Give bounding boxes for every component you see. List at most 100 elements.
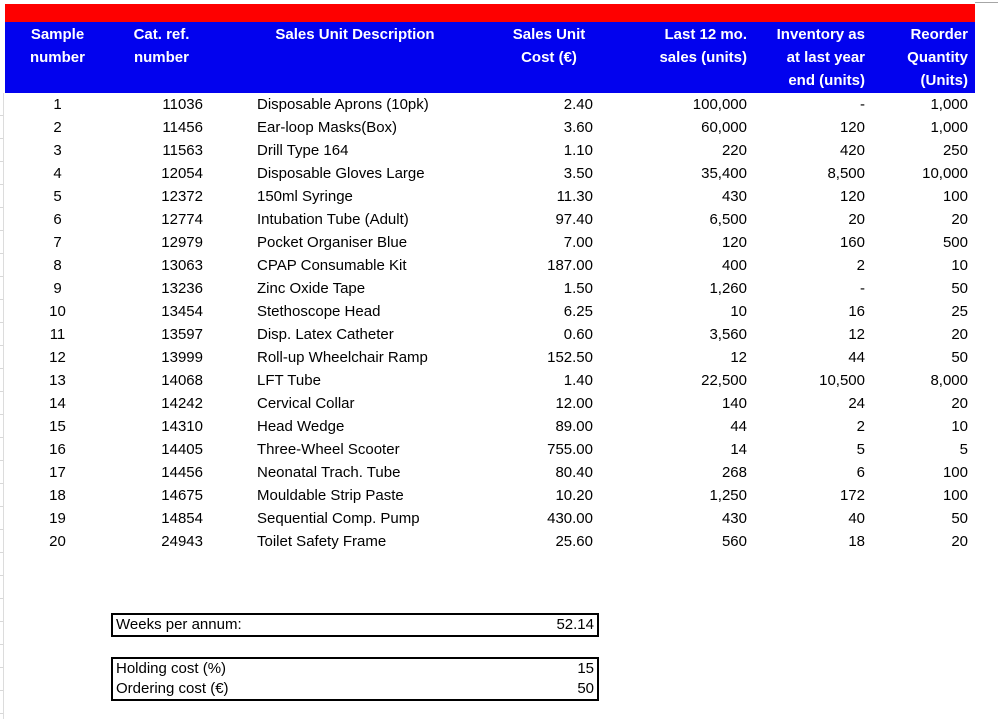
table-cell[interactable]: 5: [53, 188, 62, 205]
table-cell[interactable]: 5: [959, 441, 968, 458]
table-cell[interactable]: 2: [53, 119, 62, 136]
table-cell[interactable]: 20: [951, 326, 968, 343]
table-cell[interactable]: 187.00: [547, 257, 593, 274]
table-cell[interactable]: 12774: [161, 211, 203, 228]
table-cell[interactable]: Intubation Tube (Adult): [257, 211, 409, 228]
table-cell[interactable]: 2: [856, 418, 865, 435]
table-cell[interactable]: 560: [721, 533, 747, 550]
table-cell[interactable]: Disposable Gloves Large: [257, 165, 425, 182]
table-cell[interactable]: 100: [942, 188, 968, 205]
table-cell[interactable]: 11563: [162, 142, 203, 159]
table-cell[interactable]: 13597: [161, 326, 203, 343]
table-cell[interactable]: 12: [848, 326, 865, 343]
table-cell[interactable]: 7.00: [563, 234, 593, 251]
table-cell[interactable]: 11456: [162, 119, 203, 136]
table-cell[interactable]: Neonatal Trach. Tube: [257, 464, 401, 481]
table-cell[interactable]: 10: [49, 303, 66, 320]
table-cell[interactable]: 35,400: [701, 165, 747, 182]
table-cell[interactable]: 15: [49, 418, 66, 435]
table-cell[interactable]: 3,560: [709, 326, 747, 343]
table-cell[interactable]: 160: [839, 234, 865, 251]
table-cell[interactable]: 7: [53, 234, 62, 251]
table-cell[interactable]: 13: [49, 372, 66, 389]
table-cell[interactable]: 120: [839, 119, 865, 136]
table-cell[interactable]: 18: [848, 533, 865, 550]
header-description[interactable]: Sales Unit Description: [275, 26, 435, 43]
table-cell[interactable]: 97.40: [555, 211, 593, 228]
table-cell[interactable]: 16: [848, 303, 865, 320]
table-cell[interactable]: Stethoscope Head: [257, 303, 381, 320]
table-cell[interactable]: 3.60: [563, 119, 593, 136]
table-cell[interactable]: 20: [49, 533, 66, 550]
table-cell[interactable]: 1,260: [709, 280, 747, 297]
table-cell[interactable]: 100: [942, 487, 968, 504]
table-cell[interactable]: Mouldable Strip Paste: [257, 487, 404, 504]
table-cell[interactable]: 13454: [161, 303, 203, 320]
table-cell[interactable]: 120: [839, 188, 865, 205]
header-inventory[interactable]: Inventory as at last year end (units): [776, 26, 865, 89]
table-cell[interactable]: 60,000: [701, 119, 747, 136]
table-cell[interactable]: 6: [53, 211, 62, 228]
table-cell[interactable]: 2: [856, 257, 865, 274]
table-cell[interactable]: Disp. Latex Catheter: [257, 326, 394, 343]
header-last-12mo-sales[interactable]: Last 12 mo. sales (units): [659, 26, 747, 66]
weeks-per-annum-label[interactable]: Weeks per annum:: [116, 616, 242, 633]
table-cell[interactable]: LFT Tube: [257, 372, 321, 389]
table-cell[interactable]: 50: [951, 280, 968, 297]
table-cell[interactable]: 10: [951, 418, 968, 435]
table-cell[interactable]: 8: [53, 257, 62, 274]
table-cell[interactable]: -: [860, 96, 865, 113]
table-cell[interactable]: 11.30: [556, 188, 593, 205]
header-cat-ref-number[interactable]: Cat. ref. number: [133, 26, 190, 66]
table-cell[interactable]: 250: [942, 142, 968, 159]
table-cell[interactable]: 1: [53, 96, 62, 113]
table-cell[interactable]: 150ml Syringe: [257, 188, 353, 205]
table-cell[interactable]: 12054: [161, 165, 203, 182]
table-cell[interactable]: 44: [730, 418, 747, 435]
table-cell[interactable]: 3: [53, 142, 62, 159]
table-cell[interactable]: 1.10: [563, 142, 593, 159]
table-cell[interactable]: 13999: [161, 349, 203, 366]
table-cell[interactable]: 14456: [161, 464, 203, 481]
table-cell[interactable]: 22,500: [701, 372, 747, 389]
table-cell[interactable]: 12372: [161, 188, 203, 205]
ordering-cost-label[interactable]: Ordering cost (€): [116, 680, 229, 697]
table-cell[interactable]: Zinc Oxide Tape: [257, 280, 366, 297]
holding-cost-value[interactable]: 15: [577, 660, 594, 677]
table-cell[interactable]: 16: [49, 441, 66, 458]
table-cell[interactable]: Head Wedge: [257, 418, 345, 435]
table-cell[interactable]: Toilet Safety Frame: [257, 533, 387, 550]
table-cell[interactable]: Sequential Comp. Pump: [257, 510, 420, 527]
table-cell[interactable]: 12979: [161, 234, 203, 251]
table-cell[interactable]: 10: [730, 303, 747, 320]
table-cell[interactable]: 25.60: [555, 533, 593, 550]
table-cell[interactable]: 430: [721, 510, 747, 527]
holding-cost-label[interactable]: Holding cost (%): [116, 660, 227, 677]
table-cell[interactable]: 14854: [161, 510, 203, 527]
header-reorder-quantity[interactable]: Reorder Quantity (Units): [907, 26, 968, 89]
table-cell[interactable]: CPAP Consumable Kit: [257, 257, 407, 274]
table-cell[interactable]: 12.00: [555, 395, 593, 412]
table-cell[interactable]: 120: [721, 234, 747, 251]
table-cell[interactable]: 6,500: [709, 211, 747, 228]
table-cell[interactable]: Ear-loop Masks(Box): [257, 119, 398, 136]
table-cell[interactable]: 8,000: [930, 372, 968, 389]
table-cell[interactable]: 24: [848, 395, 865, 412]
table-cell[interactable]: 12: [730, 349, 747, 366]
table-cell[interactable]: 14068: [161, 372, 203, 389]
table-cell[interactable]: 1.50: [563, 280, 593, 297]
table-cell[interactable]: 5: [856, 441, 865, 458]
table-cell[interactable]: 44: [848, 349, 865, 366]
table-cell[interactable]: 8,500: [827, 165, 865, 182]
table-cell[interactable]: 220: [721, 142, 747, 159]
table-cell[interactable]: Three-Wheel Scooter: [257, 441, 400, 458]
table-cell[interactable]: 100,000: [692, 96, 747, 113]
table-cell[interactable]: 24943: [161, 533, 203, 550]
table-cell[interactable]: 1,000: [930, 119, 968, 136]
table-cell[interactable]: 0.60: [563, 326, 593, 343]
table-cell[interactable]: 500: [942, 234, 968, 251]
table-cell[interactable]: 80.40: [555, 464, 593, 481]
table-cell[interactable]: 140: [721, 395, 747, 412]
table-cell[interactable]: 6.25: [563, 303, 593, 320]
table-cell[interactable]: 25: [951, 303, 968, 320]
